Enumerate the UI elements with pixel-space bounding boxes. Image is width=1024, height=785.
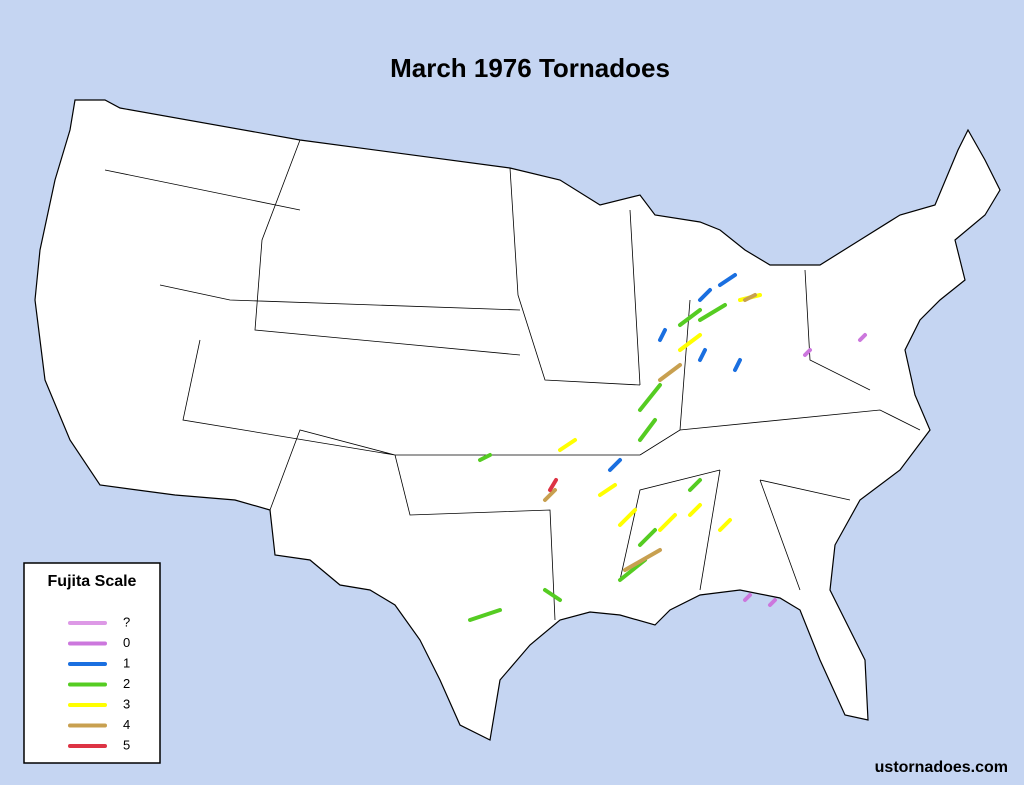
footer: ustornadoes.com [875, 759, 1008, 776]
us-outline [34, 99, 1001, 741]
legend-label: 5 [123, 737, 130, 752]
state-lines [104, 139, 921, 621]
legend-label: 2 [123, 676, 130, 691]
legend-label: 0 [123, 635, 130, 650]
legend-label: ? [123, 614, 130, 629]
legend-label: 1 [123, 655, 130, 670]
legend-label: 3 [123, 696, 130, 711]
legend-items: ? 0 1 2 3 4 5 [68, 614, 130, 752]
tornado-tracks [468, 273, 867, 622]
legend-title: Fujita Scale [48, 573, 137, 590]
legend-label: 4 [123, 717, 130, 732]
map-title: March 1976 Tornadoes [390, 53, 670, 83]
